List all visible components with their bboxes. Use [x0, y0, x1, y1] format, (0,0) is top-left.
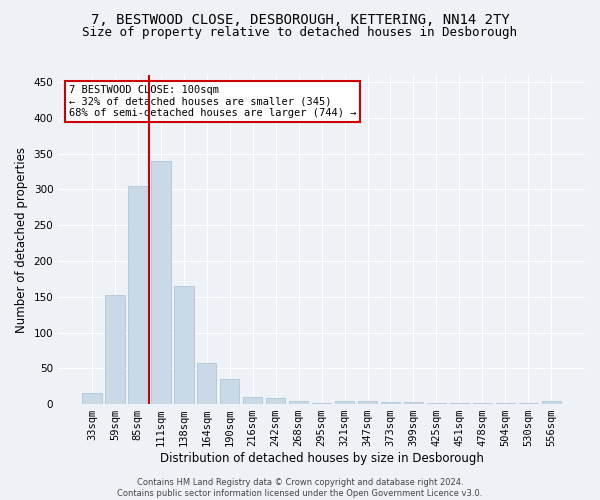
Bar: [151, 161, 170, 404]
Text: 7 BESTWOOD CLOSE: 100sqm
← 32% of detached houses are smaller (345)
68% of semi-: 7 BESTWOOD CLOSE: 100sqm ← 32% of detach…: [69, 85, 356, 118]
Bar: [542, 401, 561, 404]
Bar: [312, 402, 331, 404]
Bar: [243, 397, 262, 404]
Text: 7, BESTWOOD CLOSE, DESBOROUGH, KETTERING, NN14 2TY: 7, BESTWOOD CLOSE, DESBOROUGH, KETTERING…: [91, 12, 509, 26]
Bar: [220, 379, 239, 404]
Y-axis label: Number of detached properties: Number of detached properties: [15, 146, 28, 332]
Bar: [105, 294, 125, 404]
Bar: [174, 286, 194, 404]
Bar: [266, 398, 286, 404]
Text: Contains HM Land Registry data © Crown copyright and database right 2024.
Contai: Contains HM Land Registry data © Crown c…: [118, 478, 482, 498]
Bar: [82, 394, 101, 404]
Bar: [404, 402, 423, 404]
X-axis label: Distribution of detached houses by size in Desborough: Distribution of detached houses by size …: [160, 452, 484, 465]
Text: Size of property relative to detached houses in Desborough: Size of property relative to detached ho…: [83, 26, 517, 39]
Bar: [335, 400, 355, 404]
Bar: [381, 402, 400, 404]
Bar: [197, 364, 217, 404]
Bar: [289, 400, 308, 404]
Bar: [358, 401, 377, 404]
Bar: [128, 186, 148, 404]
